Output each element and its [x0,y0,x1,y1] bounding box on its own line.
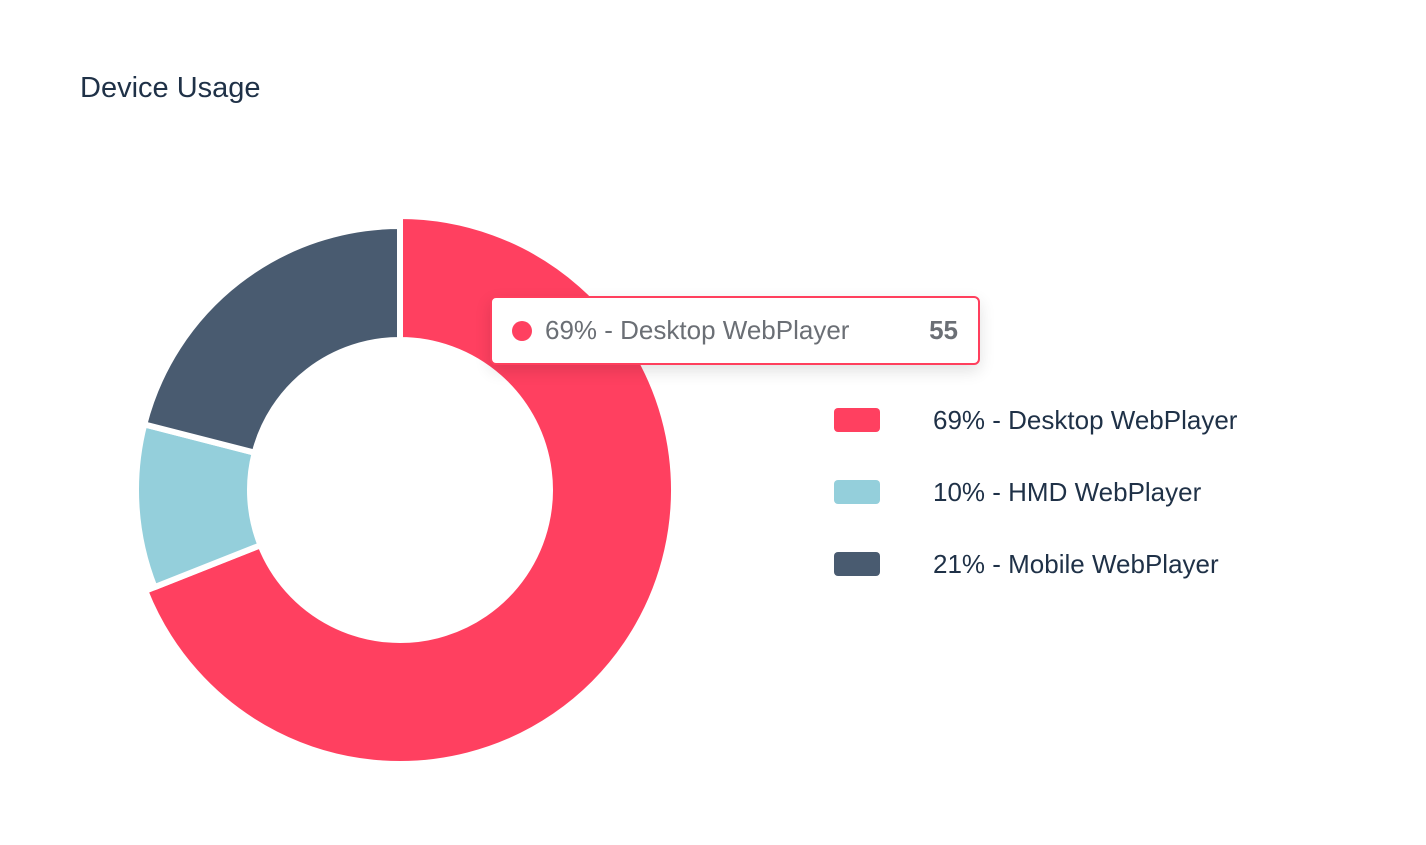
legend-label-hmd: 10% - HMD WebPlayer [933,476,1202,507]
legend-item-desktop[interactable]: 69% - Desktop WebPlayer [834,396,1237,444]
chart-title: Device Usage [80,72,261,104]
donut-chart [136,216,674,764]
tooltip-label: 69% - Desktop WebPlayer [545,315,850,345]
legend-item-hmd[interactable]: 10% - HMD WebPlayer [834,468,1237,516]
legend-swatch-desktop [834,408,880,432]
legend-label-mobile: 21% - Mobile WebPlayer [933,548,1219,579]
legend-swatch-hmd [834,480,880,504]
legend-item-mobile[interactable]: 21% - Mobile WebPlayer [834,540,1237,588]
chart-tooltip: 69% - Desktop WebPlayer 55 [490,296,980,365]
tooltip-value: 55 [929,315,958,345]
legend-label-desktop: 69% - Desktop WebPlayer [933,404,1238,435]
chart-legend: 69% - Desktop WebPlayer 10% - HMD WebPla… [834,396,1237,612]
donut-slice-mobile[interactable] [141,223,403,456]
legend-swatch-mobile [834,552,880,576]
tooltip-series-dot [512,320,532,341]
